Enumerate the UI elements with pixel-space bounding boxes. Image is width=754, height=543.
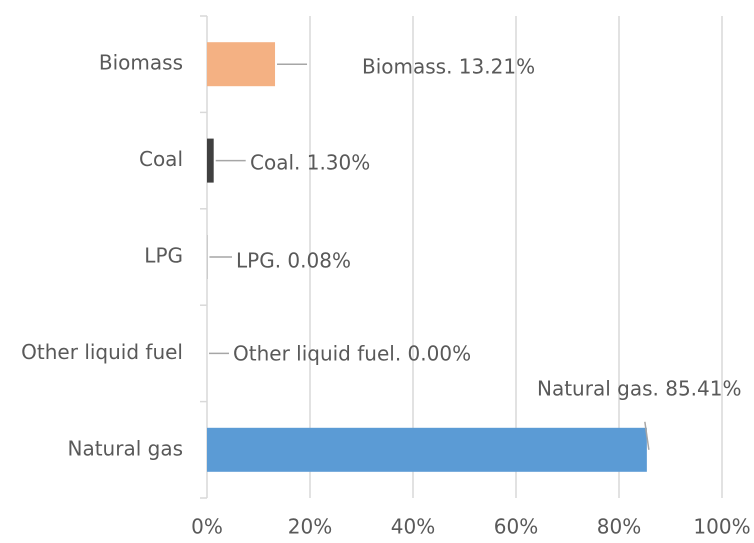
x-tick-label: 0%	[191, 515, 223, 539]
bar	[207, 138, 214, 183]
leader-line	[644, 421, 650, 450]
data-label: Natural gas. 85.41%	[537, 377, 741, 401]
y-tick-label: Other liquid fuel	[21, 340, 183, 364]
data-label: Coal. 1.30%	[250, 151, 370, 175]
x-tick-label: 100%	[693, 515, 750, 539]
data-label: Other liquid fuel. 0.00%	[233, 342, 471, 366]
x-tick-label: 20%	[288, 515, 332, 539]
y-tick-label: Biomass	[99, 51, 183, 75]
bar	[207, 42, 276, 87]
y-tick-label: LPG	[144, 244, 183, 268]
data-label: Biomass. 13.21%	[362, 55, 535, 79]
x-tick-label: 80%	[597, 515, 641, 539]
y-tick-label: Natural gas	[68, 436, 184, 460]
x-tick-label: 60%	[494, 515, 538, 539]
bar	[207, 427, 647, 472]
y-tick-label: Coal	[139, 147, 183, 171]
data-label: LPG. 0.08%	[236, 249, 351, 273]
x-tick-label: 40%	[391, 515, 435, 539]
